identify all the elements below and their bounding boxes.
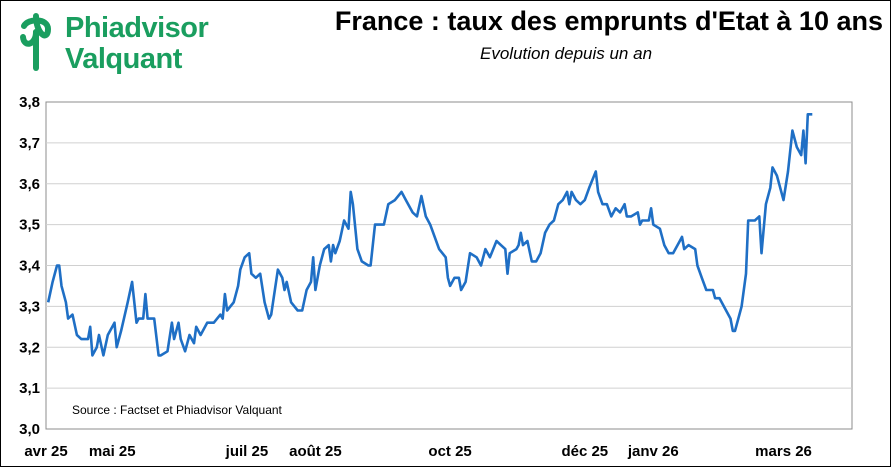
x-tick-label: janv 26 [627,443,679,460]
x-tick-label: avr 25 [24,443,67,460]
y-axis-ticks: 3,8 3,7 3,6 3,5 3,4 3,3 3,2 3,1 3,0 [19,94,41,438]
y-tick-label: 3,3 [19,298,40,315]
y-tick-label: 3,4 [19,258,41,275]
logo-icon [20,13,52,71]
x-tick-label: mars 26 [755,443,812,460]
y-tick-label: 3,7 [19,135,40,152]
x-tick-label: mai 25 [89,443,136,460]
x-tick-label: août 25 [289,443,342,460]
y-tick-label: 3,1 [19,380,40,397]
y-tick-label: 3,0 [19,421,40,438]
source-note: Source : Factset et Phiadvisor Valquant [72,403,283,417]
y-tick-label: 3,5 [19,217,40,234]
series-line [46,113,813,357]
gridlines [46,142,852,389]
logo-text-line2: Valquant [65,43,182,75]
x-tick-label: oct 25 [428,443,471,460]
y-tick-label: 3,2 [19,339,40,356]
y-tick-label: 3,8 [19,94,40,111]
logo: Phiadvisor Valquant [14,10,214,75]
x-tick-label: juil 25 [225,443,269,460]
logo-text-line1: Phiadvisor [65,12,209,44]
chart-title: France : taux des emprunts d'Etat à 10 a… [334,6,883,36]
y-tick-label: 3,6 [19,176,40,193]
chart-subtitle: Evolution depuis un an [480,44,653,63]
x-axis-ticks: avr 25 mai 25 juil 25 août 25 oct 25 déc 25 ja… [24,443,812,460]
x-tick-label: déc 25 [561,443,608,460]
